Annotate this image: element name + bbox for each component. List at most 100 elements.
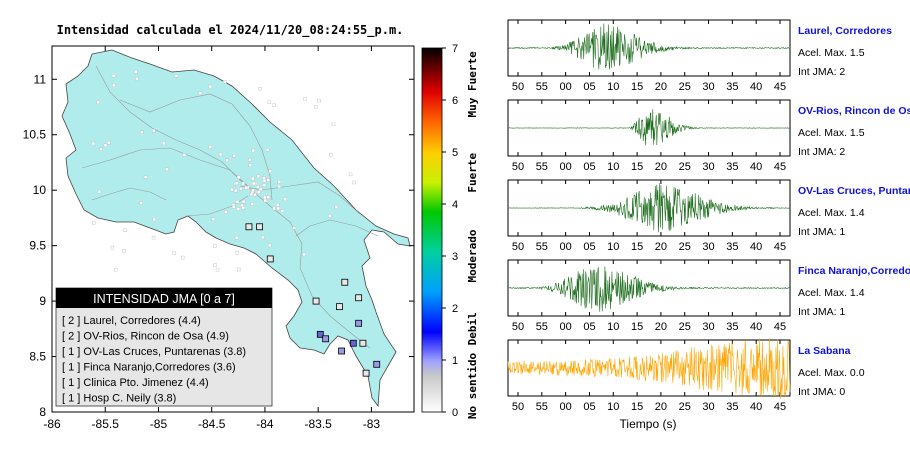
city-marker xyxy=(238,187,243,191)
city-marker xyxy=(215,267,220,272)
city-marker xyxy=(277,180,281,184)
city-marker xyxy=(143,175,148,179)
city-marker xyxy=(225,158,229,163)
waveform-tick-label: 55 xyxy=(536,321,548,333)
max-acceleration-label: Acel. Max. 1.4 xyxy=(798,287,865,299)
station-marker xyxy=(322,335,330,343)
city-marker xyxy=(292,226,296,230)
waveform-tick-label: 50 xyxy=(512,161,524,173)
city-marker xyxy=(223,80,227,84)
waveform-tick-label: 25 xyxy=(679,241,691,253)
city-marker xyxy=(213,263,217,267)
city-marker xyxy=(266,195,271,199)
colorbar-category-label: Moderado xyxy=(466,229,479,282)
waveform-tick-label: 20 xyxy=(655,161,667,173)
waveform-tick-label: 15 xyxy=(631,321,643,333)
city-marker xyxy=(235,251,239,255)
city-marker xyxy=(113,267,118,272)
map-y-tick-label: 10 xyxy=(33,183,47,197)
waveform-tick-label: 15 xyxy=(631,161,643,173)
jma-intensity-label: Int JMA: 1 xyxy=(798,226,845,238)
waveform-tick-label: 20 xyxy=(655,81,667,93)
waveform-tick-label: 05 xyxy=(583,161,595,173)
waveform-tick-label: 05 xyxy=(583,401,595,413)
city-marker xyxy=(208,84,213,89)
station-marker xyxy=(266,255,274,263)
city-marker xyxy=(236,207,241,211)
city-marker xyxy=(267,100,272,105)
city-marker xyxy=(251,188,255,193)
city-marker xyxy=(231,205,236,209)
city-marker xyxy=(172,251,176,255)
map-y-tick-label: 10.5 xyxy=(23,128,47,142)
station-marker xyxy=(316,330,324,338)
city-marker xyxy=(253,192,257,197)
city-marker xyxy=(329,152,333,157)
city-marker xyxy=(256,185,260,189)
waveform-tick-label: 05 xyxy=(583,241,595,253)
city-marker xyxy=(261,235,265,240)
station-marker xyxy=(362,369,370,377)
waveform-trace xyxy=(507,183,791,233)
max-acceleration-label: Acel. Max. 1.4 xyxy=(798,207,865,219)
waveform-tick-label: 10 xyxy=(607,81,619,93)
jma-intensity-label: Int JMA: 1 xyxy=(798,306,845,318)
waveform-tick-label: 10 xyxy=(607,241,619,253)
city-marker xyxy=(110,246,115,250)
station-name-label: La Sabana xyxy=(798,345,851,357)
city-marker xyxy=(248,163,252,168)
station-marker xyxy=(355,294,363,302)
jma-intensity-label: Int JMA: 2 xyxy=(798,66,845,78)
station-name-label: Finca Naranjo,Corredores xyxy=(798,265,910,277)
legend-item: [ 1 ] Hosp C. Neily (3.8) xyxy=(62,393,176,405)
city-marker xyxy=(251,176,255,181)
waveform-tick-label: 40 xyxy=(750,81,762,93)
waveform-tick-label: 25 xyxy=(679,321,691,333)
city-marker xyxy=(152,217,157,222)
city-marker xyxy=(99,147,103,151)
waveform-tick-label: 00 xyxy=(560,81,572,93)
waveform-trace xyxy=(507,23,791,70)
legend-items: [ 2 ] Laurel, Corredores (4.4) [ 2 ] OV-R… xyxy=(62,315,246,405)
waveform-tick-label: 40 xyxy=(750,321,762,333)
city-marker xyxy=(182,153,187,157)
waveform-tick-label: 45 xyxy=(774,241,786,253)
city-marker xyxy=(352,180,356,185)
waveform-tick-label: 05 xyxy=(583,321,595,333)
waveform-tick-label: 50 xyxy=(512,401,524,413)
station-marker xyxy=(349,339,357,347)
map-x-tick-label: -85.5 xyxy=(92,417,120,431)
legend-title: INTENSIDAD JMA [0 a 7] xyxy=(93,292,235,306)
station-name-label: OV-Las Cruces, Puntarenas xyxy=(798,185,910,197)
station-markers xyxy=(245,223,381,377)
city-marker xyxy=(266,178,270,182)
city-marker xyxy=(162,141,166,146)
city-marker xyxy=(235,200,240,204)
city-marker xyxy=(277,184,281,189)
city-marker xyxy=(263,198,267,203)
waveform-panel: 50 55 00 05 10 15 20 25 30 35 40 45 La Sabana Acel. M… xyxy=(507,337,865,413)
city-marker xyxy=(258,87,262,91)
city-marker xyxy=(247,158,252,162)
waveform-tick-label: 55 xyxy=(536,81,548,93)
station-marker xyxy=(373,360,381,368)
colorbar-tick-label: 5 xyxy=(452,147,458,159)
city-marker xyxy=(276,206,281,211)
city-markers xyxy=(91,69,356,272)
waveform-tick-label: 25 xyxy=(679,161,691,173)
city-marker xyxy=(280,209,285,213)
legend-item: [ 1 ] OV-Las Cruces, Puntarenas (3.8) xyxy=(62,346,246,358)
map-legend: INTENSIDAD JMA [0 a 7] [ 2 ] Laurel, Cor… xyxy=(55,287,273,407)
colorbar-tick-label: 2 xyxy=(452,303,458,315)
city-marker xyxy=(232,154,236,158)
waveform-tick-label: 20 xyxy=(655,401,667,413)
colorbar-tick-label: 3 xyxy=(452,251,458,263)
map-panel: -86 -85.5 -85 -84.5 -84 -83.5 -83 8 8.5 9 9.5 10 10… xyxy=(23,45,415,431)
city-marker xyxy=(234,188,238,193)
city-marker xyxy=(139,201,143,205)
city-marker xyxy=(313,105,318,109)
waveform-tick-label: 50 xyxy=(512,321,524,333)
city-marker xyxy=(272,103,276,107)
waveform-tick-label: 00 xyxy=(560,241,572,253)
waveform-tick-label: 30 xyxy=(702,401,714,413)
